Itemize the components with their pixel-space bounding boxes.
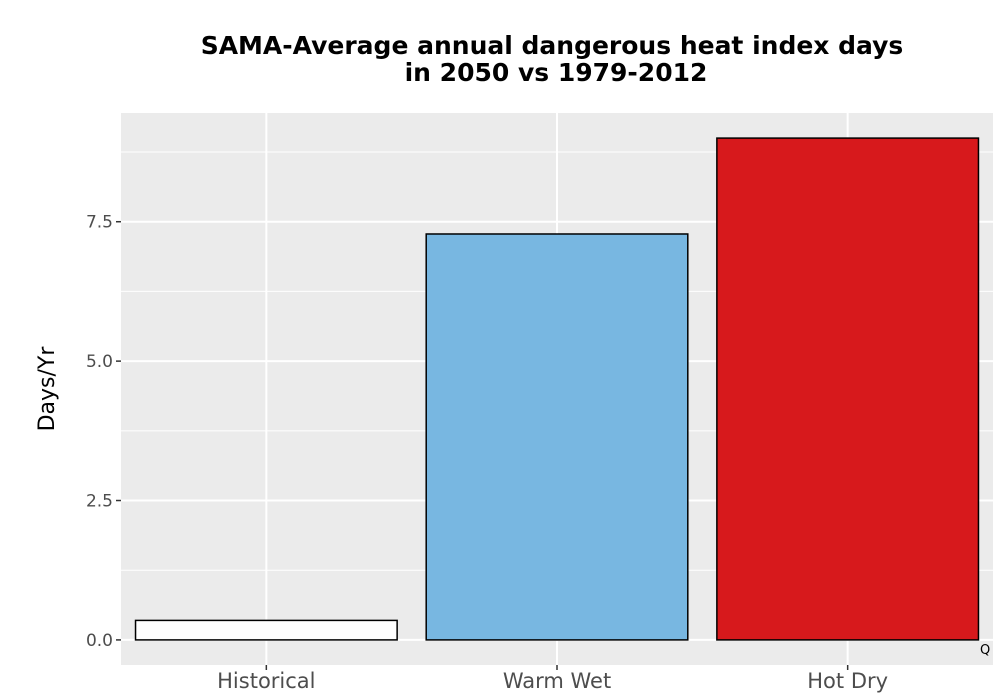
bar-warm-wet [425, 233, 689, 641]
bars [134, 137, 980, 641]
bar-hot-dry [716, 137, 980, 641]
y-tick-label: 2.5 [86, 492, 113, 512]
x-tick-label: Hot Dry [807, 669, 888, 693]
chart-title-line-2: in 2050 vs 1979-2012 [405, 58, 708, 87]
bar-historical [134, 619, 398, 641]
y-axis-label: Days/Yr [35, 346, 60, 432]
x-tick-label: Warm Wet [503, 669, 611, 693]
y-tick-label: 5.0 [86, 352, 113, 372]
chart-title: SAMA-Average annual dangerous heat index… [201, 31, 904, 87]
y-tick-label: 0.0 [86, 631, 113, 651]
x-tick-label: Historical [217, 669, 315, 693]
y-tick-label: 7.5 [86, 213, 113, 233]
x-axis-ticks: Historical Warm Wet Hot Dry [217, 665, 888, 693]
chart-title-line-1: SAMA-Average annual dangerous heat index… [201, 31, 904, 60]
corner-note: Q [980, 643, 990, 658]
y-axis-ticks: 0.0 2.5 5.0 7.5 [86, 213, 121, 651]
